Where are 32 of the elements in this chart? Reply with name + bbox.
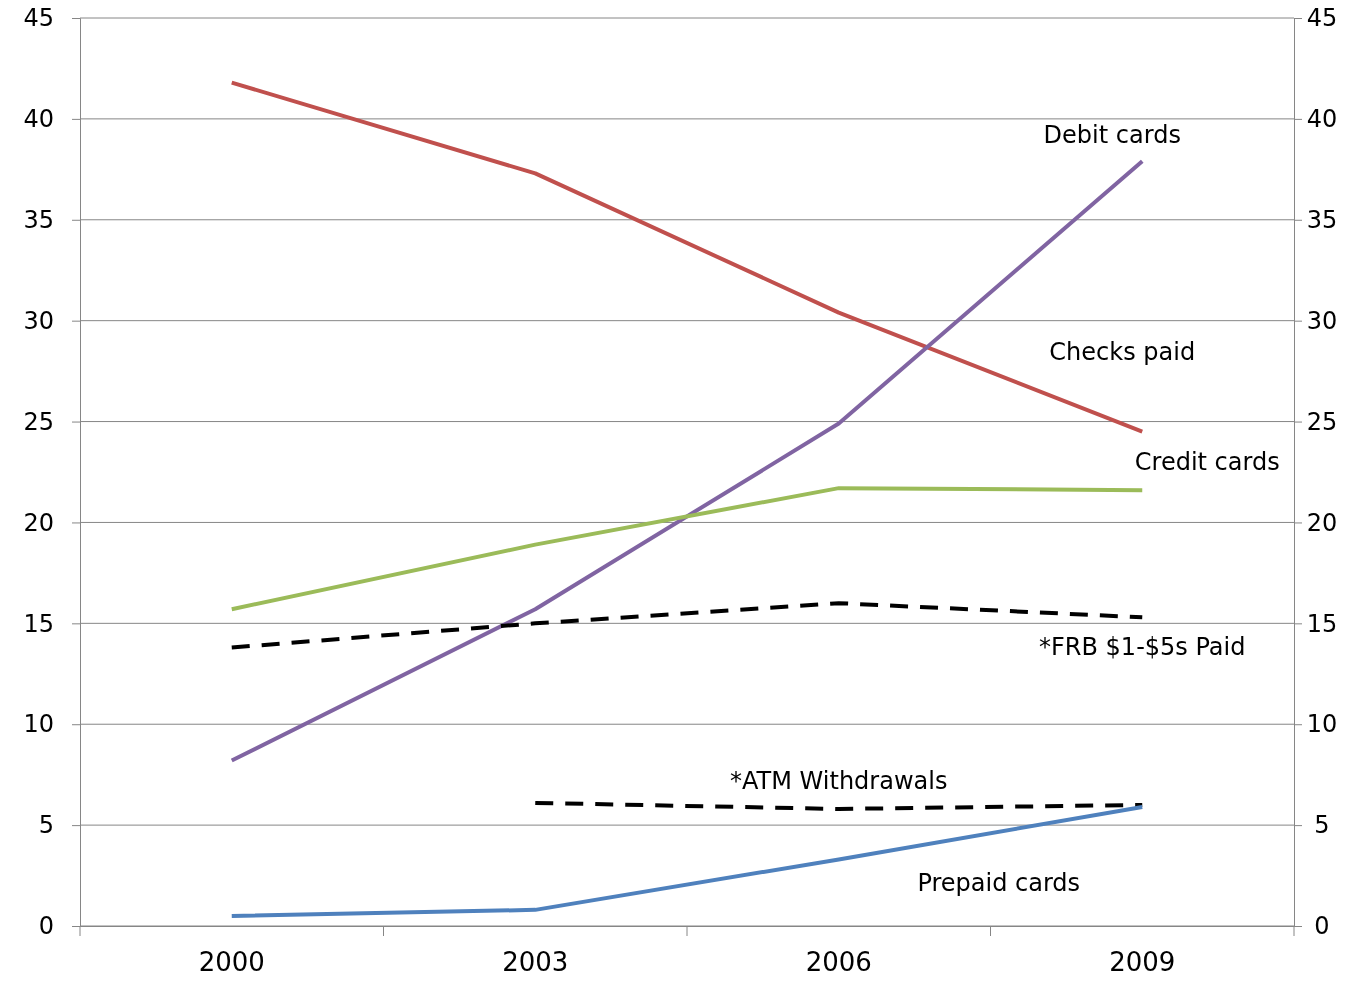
x-tick-label: 2000 [198, 946, 265, 977]
y-tick-label: 0 [38, 912, 54, 941]
y-tick-label: 10 [23, 710, 54, 739]
y2-tick-label: 5 [1314, 811, 1330, 840]
y-tick-label: 40 [23, 105, 54, 134]
y-tick-label: 30 [23, 306, 54, 335]
y2-tick-label: 20 [1306, 508, 1338, 537]
y-tick-label: 45 [23, 4, 54, 33]
y2-tick-label: 35 [1306, 205, 1338, 234]
y-tick-label: 25 [23, 407, 54, 436]
x-tick-label: 2003 [502, 946, 569, 977]
y-tick-label: 20 [23, 508, 54, 537]
series-label: *FRB $1-$5s Paid [1039, 633, 1246, 662]
x-tick-label: 2009 [1109, 946, 1176, 977]
series-label: Checks paid [1049, 337, 1196, 366]
y-tick-label: 15 [23, 609, 54, 638]
y-tick-label: 35 [23, 205, 54, 234]
series-label: Debit cards [1043, 121, 1181, 150]
series-label: Credit cards [1134, 448, 1280, 477]
y2-tick-label: 25 [1306, 407, 1338, 436]
y-tick-label: 5 [38, 811, 54, 840]
y2-tick-label: 40 [1306, 105, 1338, 134]
series-label: *ATM Withdrawals [730, 766, 948, 795]
y2-tick-label: 45 [1306, 4, 1338, 33]
series-label: Prepaid cards [917, 869, 1081, 898]
y2-tick-label: 0 [1314, 912, 1330, 941]
line-series [229, 486, 1145, 612]
y2-tick-label: 15 [1306, 609, 1338, 638]
line-series [229, 804, 1145, 918]
y2-tick-label: 30 [1306, 306, 1338, 335]
x-tick-label: 2006 [805, 946, 872, 977]
y2-tick-label: 10 [1306, 710, 1338, 739]
